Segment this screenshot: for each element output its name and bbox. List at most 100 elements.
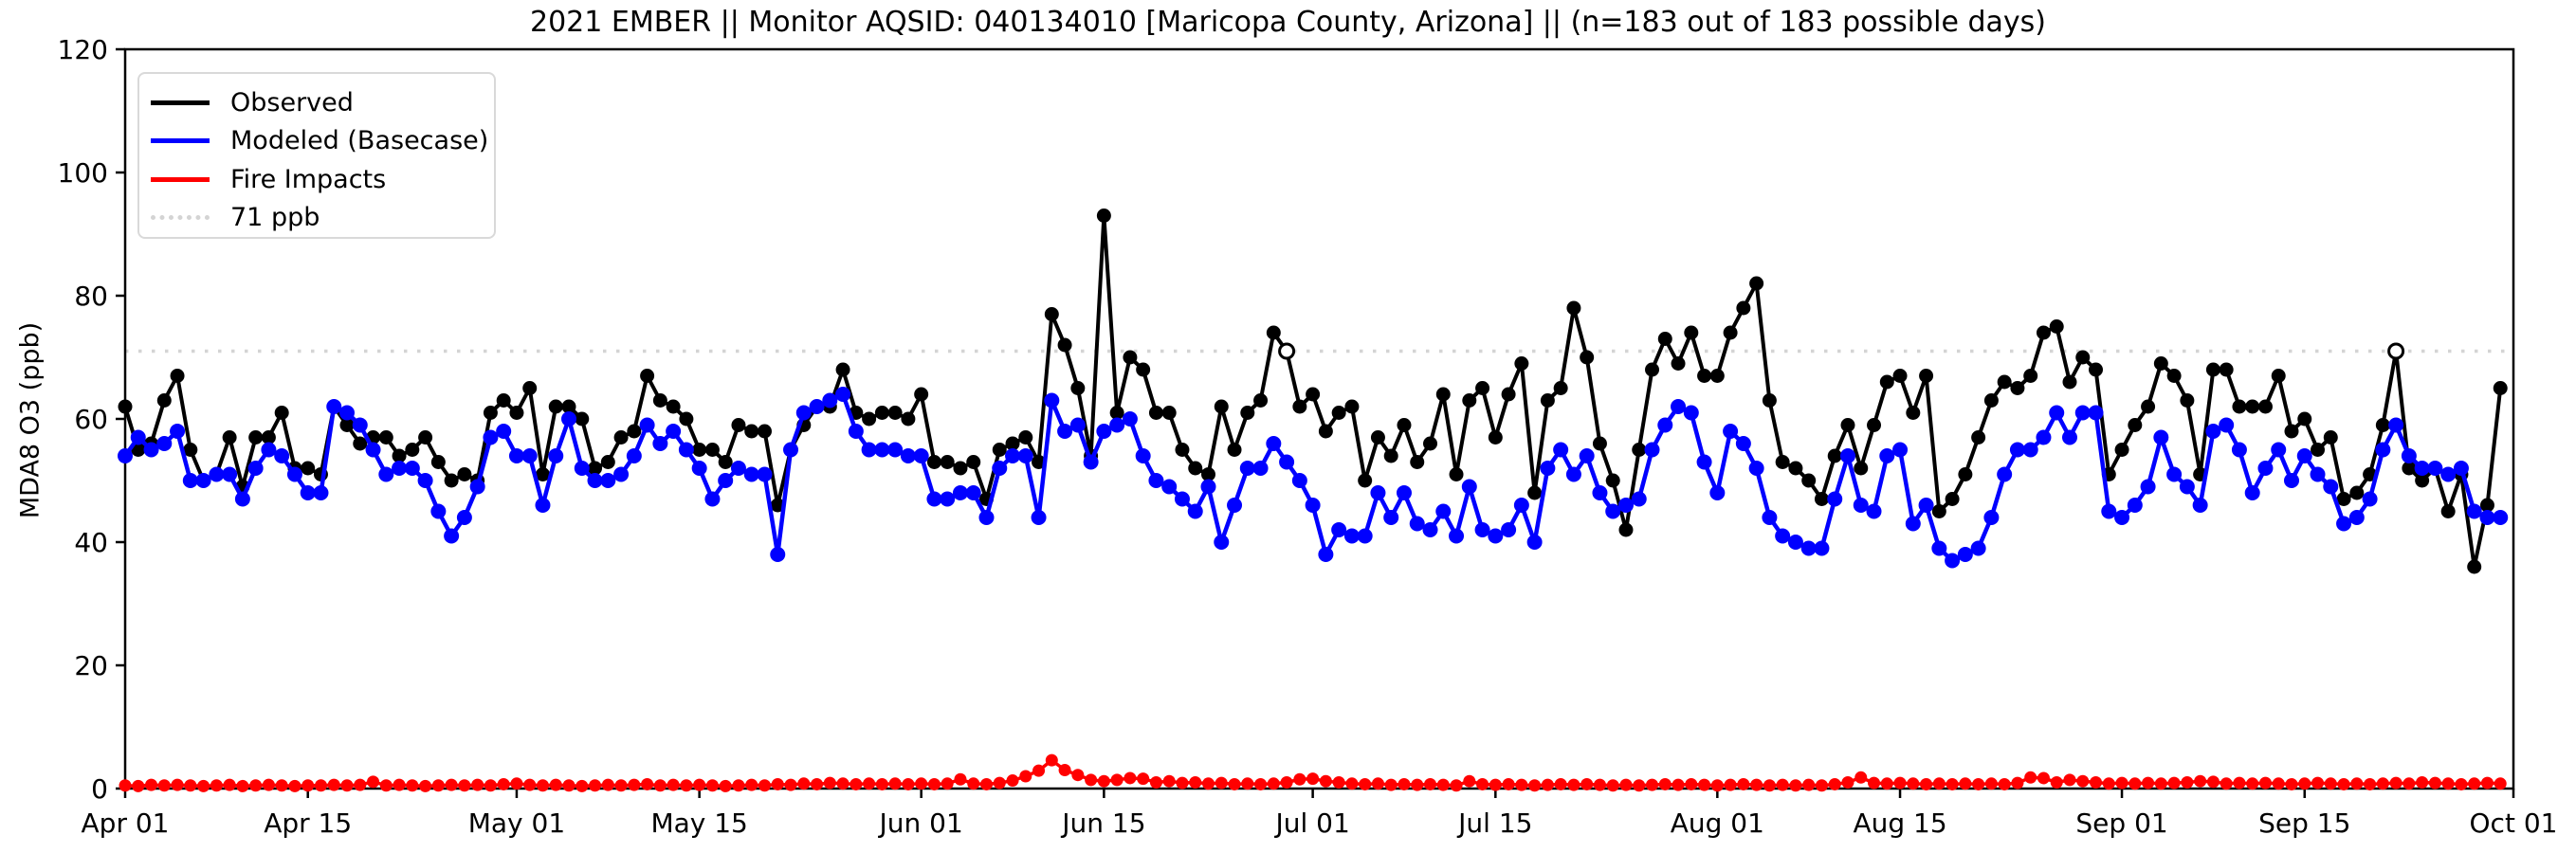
modeled-marker (1814, 540, 1830, 556)
observed-marker (1671, 356, 1686, 371)
fire-marker (197, 779, 210, 792)
fire-marker (288, 779, 301, 792)
modeled-marker (2401, 448, 2417, 463)
fire-marker (1176, 776, 1189, 789)
observed-marker (1005, 436, 1020, 451)
modeled-marker (2244, 485, 2260, 500)
modeled-marker (613, 466, 630, 482)
observed-marker (1383, 448, 1398, 463)
legend-label-modeled: Modeled (Basecase) (230, 126, 489, 156)
modeled-marker (1644, 442, 1660, 458)
fire-marker (888, 777, 902, 790)
observed-marker (509, 406, 524, 420)
modeled-marker (1565, 466, 1581, 482)
fire-marker (1149, 776, 1162, 789)
modeled-marker (2127, 498, 2143, 513)
observed-marker (1148, 406, 1163, 420)
modeled-marker (1748, 461, 1764, 476)
fire-marker (1880, 777, 1893, 790)
fire-marker (1672, 778, 1685, 791)
fire-marker (1267, 777, 1280, 790)
observed-marker (1971, 430, 1986, 445)
observed-marker (496, 393, 511, 408)
x-tick-label: May 15 (650, 808, 747, 839)
fire-marker (667, 778, 680, 791)
modeled-marker (913, 448, 929, 463)
fire-marker (1972, 777, 1985, 790)
fire-marker (354, 778, 367, 791)
legend-label-threshold: 71 ppb (230, 203, 320, 233)
observed-marker (561, 399, 576, 414)
fire-marker (536, 779, 549, 792)
modeled-marker (2271, 442, 2287, 458)
modeled-marker (600, 473, 616, 488)
fire-marker (249, 779, 263, 792)
observed-marker (1435, 387, 1451, 402)
x-tick-label: Jun 15 (1060, 808, 1145, 839)
modeled-marker (1905, 516, 1921, 532)
modeled-marker (2348, 510, 2365, 525)
y-tick-label: 0 (91, 773, 108, 805)
modeled-marker (1957, 547, 1973, 562)
fire-marker (1541, 778, 1554, 791)
observed-marker (353, 436, 368, 451)
observed-marker (1306, 387, 1321, 402)
fire-marker (145, 778, 158, 791)
modeled-marker (2283, 473, 2299, 488)
observed-marker (666, 399, 681, 414)
fire-marker (1907, 777, 1920, 790)
fire-marker (406, 779, 419, 792)
fire-marker (1489, 778, 1502, 791)
modeled-marker (1657, 417, 1673, 433)
observed-marker (131, 443, 146, 457)
modeled-marker (1370, 485, 1386, 500)
fire-marker (1854, 771, 1868, 784)
observed-marker (2219, 362, 2234, 377)
observed-marker (731, 418, 746, 432)
modeled-marker (444, 528, 460, 544)
fire-marker (1032, 764, 1046, 777)
modeled-marker (2153, 429, 2169, 445)
modeled-marker (848, 424, 864, 439)
observed-marker (835, 362, 850, 377)
observed-marker (261, 430, 276, 445)
modeled-marker (704, 491, 721, 507)
observed-marker (953, 461, 968, 476)
fire-marker (562, 779, 575, 792)
modeled-marker (535, 498, 551, 513)
observed-marker (1657, 332, 1672, 346)
modeled-marker (1879, 448, 1895, 463)
observed-marker (2010, 381, 2025, 395)
observed-marker (1057, 337, 1072, 353)
x-tick-label: Sep 01 (2075, 808, 2167, 839)
modeled-marker (1931, 540, 1947, 556)
modeled-marker (1017, 448, 1033, 463)
modeled-marker (417, 473, 433, 488)
modeled-marker (678, 442, 694, 458)
modeled-marker (1735, 436, 1751, 451)
fire-marker (863, 777, 876, 790)
modeled-marker (130, 429, 146, 445)
observed-marker (2387, 342, 2405, 360)
modeled-marker (1005, 448, 1021, 463)
observed-marker (170, 369, 185, 383)
fire-marker (2494, 777, 2507, 790)
modeled-marker (1787, 535, 1803, 550)
modeled-marker (2323, 479, 2339, 495)
fire-marker (2272, 777, 2285, 790)
fire-marker (1502, 777, 1515, 790)
modeled-marker (1239, 461, 1255, 476)
modeled-marker (286, 466, 302, 482)
observed-marker (1840, 418, 1855, 432)
fire-marker (2337, 777, 2350, 790)
fire-marker (1189, 776, 1202, 789)
fire-marker (1085, 773, 1098, 787)
fire-marker (1619, 778, 1633, 791)
fire-marker (523, 778, 537, 791)
observed-marker (2402, 461, 2417, 476)
modeled-marker (1109, 417, 1125, 433)
fire-marker (1946, 777, 1959, 790)
observed-marker (2311, 443, 2326, 457)
modeled-marker (1227, 498, 1243, 513)
